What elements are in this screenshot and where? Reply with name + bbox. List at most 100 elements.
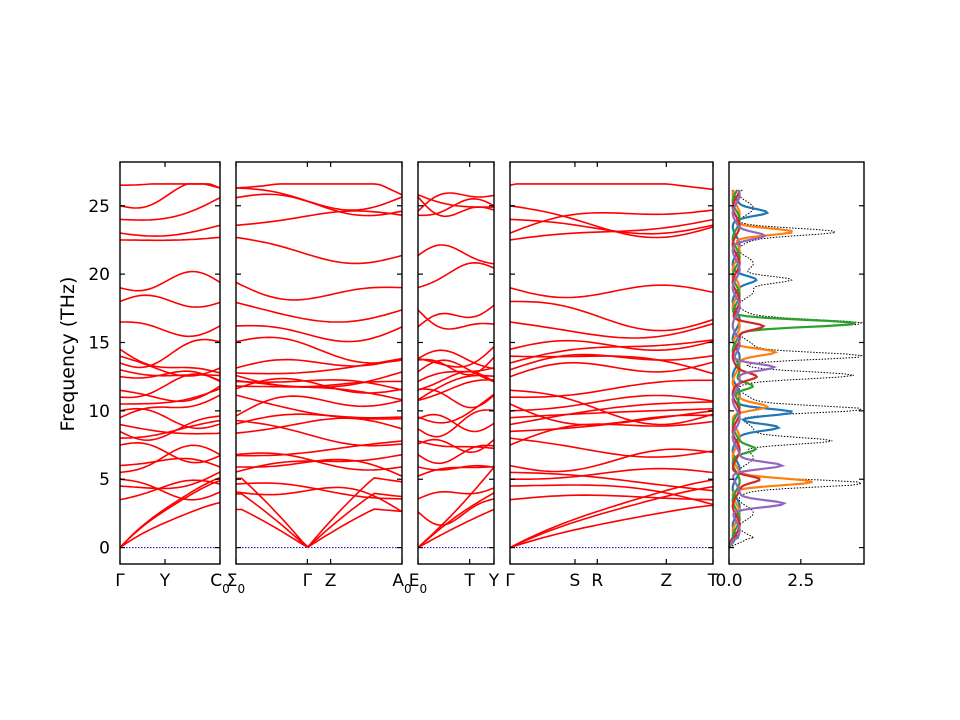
band-line [235, 385, 403, 401]
band-line [417, 388, 495, 409]
band-line [417, 393, 495, 424]
band-line [235, 357, 403, 369]
band-line [417, 244, 495, 265]
band-line [235, 452, 403, 471]
band-line [119, 478, 221, 501]
y-tick-label: 5 [99, 470, 110, 490]
band-line [509, 401, 714, 426]
band-line [235, 183, 403, 196]
y-tick-label: 0 [99, 539, 110, 559]
band-line [509, 339, 714, 364]
y-tick-label: 25 [88, 197, 110, 217]
band-line [235, 419, 403, 447]
band-line [417, 356, 495, 376]
band-line [417, 465, 495, 477]
y-tick-label: 20 [88, 265, 110, 285]
x-tick-label: Γ [303, 571, 313, 591]
band-line [119, 477, 221, 549]
band-line [417, 498, 495, 526]
panel-frame-1 [119, 161, 221, 565]
band-line [509, 339, 714, 352]
panel-frame-2 [235, 161, 403, 565]
band-line [235, 413, 403, 425]
band-line [120, 183, 221, 189]
band-line [119, 471, 221, 490]
band-line [417, 409, 495, 438]
band-line [235, 281, 403, 301]
band-line [509, 218, 714, 241]
dos-series-5 [727, 189, 788, 548]
band-line [509, 361, 714, 378]
x-tick-label: T [707, 571, 719, 591]
band-line [119, 270, 221, 292]
band-line [417, 304, 495, 328]
band-line [235, 477, 403, 549]
band-panel-3 [417, 192, 495, 549]
band-line [417, 309, 495, 330]
dos-lines [727, 189, 864, 549]
band-line [235, 357, 403, 375]
band-line [510, 467, 714, 481]
band-line [509, 183, 714, 191]
x-tick-label: Z [325, 571, 337, 591]
band-line [235, 486, 403, 513]
band-line [417, 444, 495, 465]
band-line [119, 394, 221, 419]
band-line [119, 407, 221, 430]
dos-x-tick-label: 2.5 [787, 571, 814, 591]
band-panel-1 [119, 183, 221, 549]
band-line [509, 408, 714, 419]
band-line [417, 194, 494, 208]
band-line [509, 485, 714, 549]
panel-frame-3 [417, 161, 495, 565]
band-line [119, 338, 221, 369]
band-line [120, 321, 221, 338]
band-lines [119, 183, 714, 549]
band-line [417, 346, 495, 368]
band-line [509, 448, 714, 473]
panel-frames [119, 161, 865, 565]
panel-frame-4 [509, 161, 714, 565]
band-line [119, 196, 221, 221]
dos-x-tick-label: 0.0 [715, 571, 742, 591]
band-line [119, 423, 221, 435]
band-line [119, 294, 221, 308]
band-line [235, 324, 403, 343]
band-line [417, 466, 495, 549]
band-line [417, 261, 495, 289]
band-line [417, 487, 495, 500]
band-line [509, 355, 714, 375]
x-tick-label: C0 [210, 571, 230, 596]
band-line [235, 377, 403, 394]
x-tick-label: A0 [392, 571, 411, 596]
x-tick-label: Σ0 [227, 571, 245, 596]
band-line [509, 321, 714, 339]
band-line [119, 441, 221, 464]
band-line [509, 471, 714, 492]
band-line [509, 437, 714, 458]
x-tick-label: R [591, 571, 603, 591]
band-line [510, 300, 714, 332]
band-panel-2 [235, 183, 403, 549]
band-line [235, 301, 403, 323]
band-line [235, 187, 403, 211]
band-line [417, 438, 495, 454]
band-line [119, 236, 221, 242]
band-line [235, 417, 403, 434]
band-line [417, 349, 495, 370]
band-line [417, 197, 495, 217]
band-line [509, 389, 714, 426]
band-line [119, 369, 221, 377]
y-axis-label: Frequency (THz) [57, 277, 79, 432]
band-line [236, 458, 403, 477]
band-line [119, 385, 221, 403]
band-line [119, 348, 221, 374]
band-panel-4 [509, 183, 714, 549]
y-tick-label: 15 [88, 333, 110, 353]
x-tick-label: Z [660, 571, 672, 591]
band-line [509, 403, 714, 426]
panel-frame-5 [728, 161, 865, 565]
